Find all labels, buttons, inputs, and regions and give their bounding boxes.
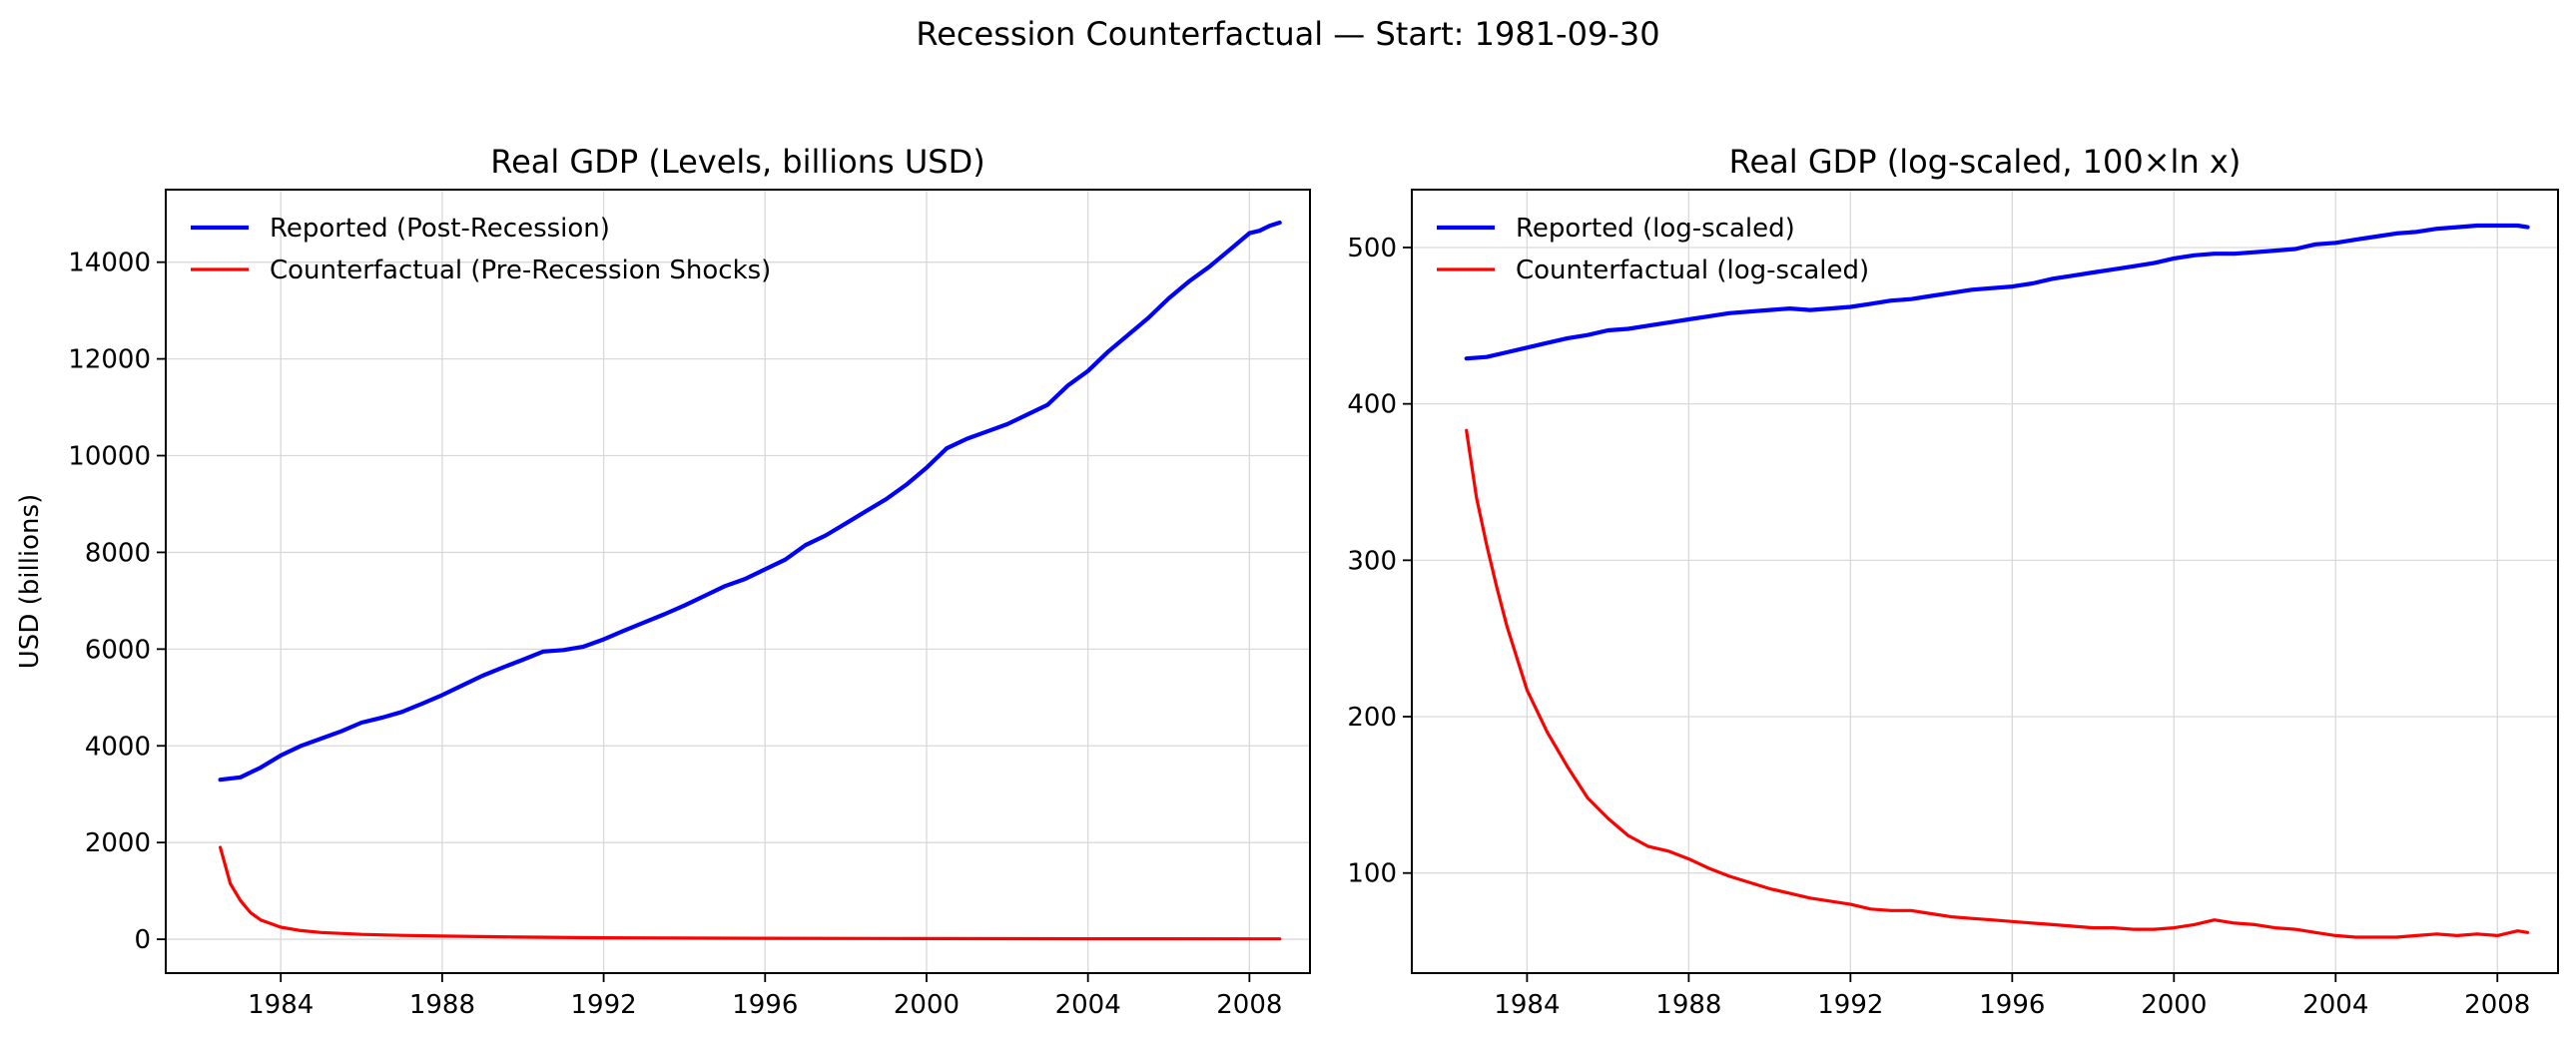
log-scaled-panel: 1984 1988 1992 1996 2000 2004 2008 100 200 300 400… — [1347, 143, 2559, 1020]
levels-panel: 1984 1988 1992 1996 2000 2004 2008 0 2000 4000 600… — [15, 143, 1311, 1020]
legend-label-1: Reported (Post-Recession) — [270, 214, 610, 244]
x-tick-label: 2000 — [894, 990, 960, 1020]
x-tick-label: 1984 — [1494, 990, 1560, 1020]
y-tick-label: 6000 — [85, 635, 151, 665]
axes-title: Real GDP (Levels, billions USD) — [490, 143, 984, 181]
y-tick-label: 200 — [1347, 703, 1397, 733]
axes-title: Real GDP (log-scaled, 100×ln x) — [1729, 143, 2242, 181]
legend-label-2: Counterfactual (log-scaled) — [1516, 256, 1869, 285]
plot-frame — [1411, 189, 2559, 974]
y-tick-label: 14000 — [68, 249, 151, 278]
y-tick-label: 300 — [1347, 546, 1397, 576]
x-tick-label: 1992 — [1817, 990, 1883, 1020]
y-tick-label: 12000 — [68, 345, 151, 375]
y-tick-label: 400 — [1347, 390, 1397, 420]
x-tick-label: 2004 — [2302, 990, 2368, 1020]
x-tick-label: 2004 — [1055, 990, 1121, 1020]
x-tick-label: 2008 — [2464, 990, 2530, 1020]
series-line-2 — [1465, 428, 2530, 939]
x-tick-label: 1984 — [248, 990, 314, 1020]
x-tick-label: 1992 — [571, 990, 637, 1020]
y-tick-label: 500 — [1347, 234, 1397, 263]
x-tick-label: 1996 — [1979, 990, 2045, 1020]
x-tick-label: 1996 — [732, 990, 798, 1020]
series-line-1 — [1464, 223, 2530, 361]
x-tick-label: 1988 — [1655, 990, 1721, 1020]
y-tick-label: 0 — [134, 925, 151, 955]
y-tick-label: 10000 — [68, 442, 151, 472]
y-tick-label: 2000 — [85, 828, 151, 858]
figure-suptitle: Recession Counterfactual — Start: 1981-0… — [916, 15, 1659, 53]
legend-label-2: Counterfactual (Pre-Recession Shocks) — [270, 256, 771, 285]
x-tick-label: 2000 — [2141, 990, 2207, 1020]
y-tick-label: 100 — [1347, 859, 1397, 889]
y-tick-label: 4000 — [85, 732, 151, 762]
y-tick-label: 8000 — [85, 538, 151, 568]
y-axis-label: USD (billions) — [15, 494, 45, 669]
x-tick-label: 2008 — [1216, 990, 1282, 1020]
x-tick-label: 1988 — [409, 990, 475, 1020]
series-line-1 — [218, 220, 1282, 782]
plot-frame — [165, 189, 1311, 974]
legend-label-1: Reported (log-scaled) — [1516, 214, 1795, 244]
series-line-2 — [219, 845, 1282, 941]
